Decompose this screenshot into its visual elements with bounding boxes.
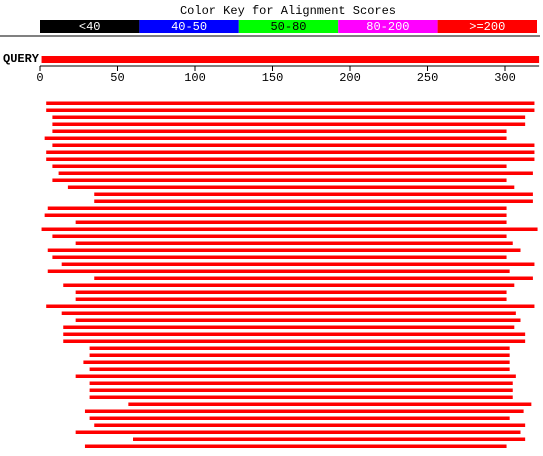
hit-bar <box>94 199 533 203</box>
x-tick-label: 300 <box>494 71 516 85</box>
hit-bar <box>63 332 526 336</box>
x-tick-label: 0 <box>36 71 43 85</box>
hit-bar <box>94 276 533 280</box>
hit-bar <box>89 381 513 385</box>
hit-bar <box>44 136 507 140</box>
hit-bar <box>89 395 513 399</box>
hit-bar <box>75 220 507 224</box>
hit-bar <box>47 206 507 210</box>
key-cell <box>238 20 339 33</box>
hit-bar <box>61 262 535 266</box>
key-label: >=200 <box>469 20 505 34</box>
key-label: 40-50 <box>171 20 207 34</box>
key-cell <box>40 20 140 33</box>
key-label: 80-200 <box>366 20 409 34</box>
hit-bar <box>41 227 538 231</box>
hit-bar <box>52 122 526 126</box>
hit-bar <box>63 283 515 287</box>
hit-bar <box>128 402 532 406</box>
x-tick-label: 50 <box>110 71 124 85</box>
hit-bar <box>75 374 516 378</box>
hit-bar <box>89 346 510 350</box>
hit-bar <box>52 129 507 133</box>
hit-bar <box>52 234 507 238</box>
hit-bar <box>75 297 507 301</box>
hit-bar <box>52 255 507 259</box>
hit-bar <box>52 164 507 168</box>
hit-bar <box>89 388 513 392</box>
hit-bar <box>84 444 507 448</box>
x-tick-label: 100 <box>184 71 206 85</box>
query-label: QUERY <box>3 52 40 66</box>
hit-bar <box>89 353 510 357</box>
hit-bar <box>83 360 510 364</box>
key-cell <box>338 20 438 33</box>
hit-bar <box>75 430 521 434</box>
hit-bar <box>84 409 524 413</box>
hit-bar <box>47 248 521 252</box>
hit-bar <box>133 437 526 441</box>
key-label: <40 <box>79 20 101 34</box>
hit-bar <box>58 171 533 175</box>
hit-bar <box>75 318 521 322</box>
hit-bar <box>61 311 516 315</box>
hit-bar <box>94 192 533 196</box>
hit-bar <box>44 213 507 217</box>
hit-bar <box>47 269 510 273</box>
hit-bar <box>63 339 526 343</box>
key-cell <box>437 20 537 33</box>
hit-bar <box>89 416 510 420</box>
hit-bar <box>46 304 535 308</box>
hit-bar <box>52 178 507 182</box>
key-title: Color Key for Alignment Scores <box>180 4 396 18</box>
hit-bar <box>75 241 513 245</box>
hit-bar <box>67 185 515 189</box>
hit-bar <box>89 367 510 371</box>
key-label: 50-80 <box>270 20 306 34</box>
x-tick-label: 250 <box>417 71 439 85</box>
hit-bar <box>75 290 507 294</box>
x-tick-label: 150 <box>262 71 284 85</box>
hit-bar <box>46 108 535 112</box>
hit-bar <box>46 150 535 154</box>
query-bar <box>41 56 540 63</box>
hit-bar <box>94 423 526 427</box>
hit-bar <box>46 101 535 105</box>
x-tick-label: 200 <box>339 71 361 85</box>
hit-bar <box>52 143 535 147</box>
hit-bar <box>52 115 526 119</box>
hit-bar <box>63 325 515 329</box>
hit-bar <box>46 157 535 161</box>
key-cell <box>139 20 239 33</box>
